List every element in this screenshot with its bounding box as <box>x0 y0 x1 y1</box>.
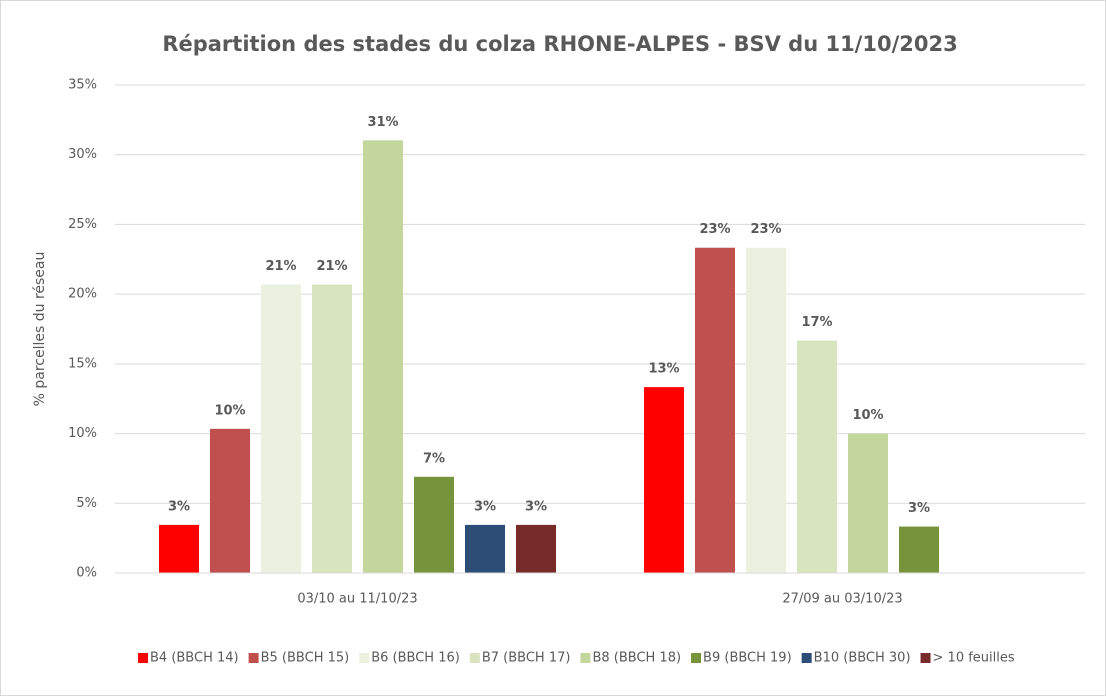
value-label: 13% <box>648 362 679 377</box>
bar <box>159 524 199 573</box>
legend-swatch <box>920 653 931 663</box>
y-tick-label: 10% <box>68 426 97 441</box>
legend-label: > 10 feuilles <box>933 651 1015 666</box>
legend-swatch <box>469 653 480 663</box>
bar <box>899 526 939 573</box>
bar <box>414 476 454 573</box>
x-tick-label: 27/09 au 03/10/23 <box>782 592 902 607</box>
value-label: 10% <box>214 403 245 418</box>
legend-swatch <box>580 653 591 663</box>
y-tick-label: 30% <box>68 147 97 162</box>
bar <box>746 247 786 574</box>
legend-label: B5 (BBCH 15) <box>261 651 350 666</box>
value-label: 10% <box>852 408 883 423</box>
legend-swatch <box>248 653 259 663</box>
legend-label: B4 (BBCH 14) <box>150 651 239 666</box>
chart-title: Répartition des stades du colza RHONE-AL… <box>162 32 957 56</box>
y-tick-label: 20% <box>68 287 97 302</box>
bar <box>210 428 250 573</box>
y-tick-label: 35% <box>68 78 97 93</box>
legend-label: B7 (BBCH 17) <box>482 651 571 666</box>
bar <box>516 524 556 573</box>
value-label: 7% <box>423 451 445 466</box>
value-label: 21% <box>265 259 296 274</box>
value-label: 17% <box>801 315 832 330</box>
bar <box>363 140 403 573</box>
value-label: 3% <box>525 499 547 514</box>
legend-label: B9 (BBCH 19) <box>703 651 792 666</box>
value-label: 3% <box>168 499 190 514</box>
value-label: 31% <box>367 115 398 130</box>
y-tick-label: 25% <box>68 217 97 232</box>
legend-label: B10 (BBCH 30) <box>814 651 911 666</box>
bar <box>848 433 888 573</box>
value-label: 21% <box>316 259 347 274</box>
bar <box>644 387 684 573</box>
y-tick-label: 15% <box>68 356 97 371</box>
value-label: 23% <box>699 222 730 237</box>
bar <box>261 284 301 573</box>
y-tick-label: 5% <box>76 496 97 511</box>
legend-swatch <box>359 653 370 663</box>
legend-swatch <box>138 653 148 663</box>
x-tick-label: 03/10 au 11/10/23 <box>297 592 417 607</box>
value-label: 3% <box>474 499 496 514</box>
legend-label: B6 (BBCH 16) <box>371 651 460 666</box>
value-label: 23% <box>750 222 781 237</box>
legend-swatch <box>691 653 702 663</box>
bar <box>797 340 837 573</box>
bar <box>695 247 735 574</box>
bar <box>312 284 352 573</box>
legend-swatch <box>801 653 812 663</box>
value-label: 3% <box>908 501 930 516</box>
y-tick-label: 0% <box>76 566 97 581</box>
y-axis-label: % parcelles du réseau <box>32 252 48 407</box>
bar <box>465 524 505 573</box>
legend-label: B8 (BBCH 18) <box>592 651 681 666</box>
